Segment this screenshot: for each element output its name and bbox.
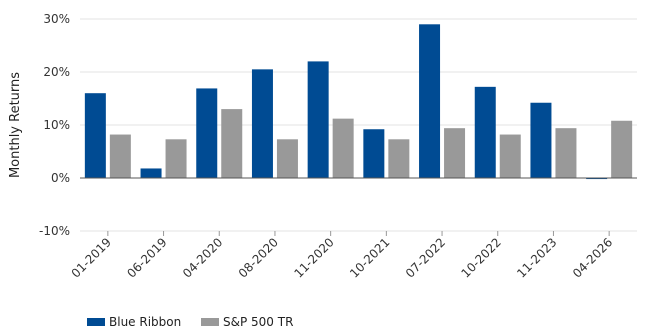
bar-blue-ribbon-04-2020 (196, 88, 218, 178)
y-axis-title: Monthly Returns (8, 72, 23, 178)
x-tick-label: 07-2022 (403, 235, 448, 280)
bar-blue-ribbon-01-2019 (84, 93, 106, 178)
grid-lines (80, 18, 637, 232)
legend-label-blue-ribbon: Blue Ribbon (109, 315, 181, 329)
bar-blue-ribbon-07-2022 (419, 24, 441, 178)
bar-blue-ribbon-10-2022 (474, 86, 496, 178)
bar-sp500-11-2020 (332, 118, 354, 178)
x-tick-label: 04-2026 (570, 235, 615, 280)
x-tick-label: 01-2019 (69, 235, 114, 280)
y-tick-label: 0% (51, 171, 70, 185)
bar-sp500-11-2023 (555, 128, 577, 178)
x-tick-label: 10-2022 (459, 235, 504, 280)
bar-blue-ribbon-11-2023 (530, 102, 552, 178)
bar-sp500-10-2022 (499, 134, 521, 178)
bar-blue-ribbon-06-2019 (140, 168, 162, 178)
bar-blue-ribbon-10-2021 (363, 129, 385, 178)
y-tick-label: -10% (39, 224, 70, 238)
bar-sp500-10-2021 (388, 139, 410, 178)
bar-sp500-07-2022 (444, 128, 466, 178)
bar-sp500-06-2019 (165, 139, 187, 178)
bar-sp500-04-2020 (221, 109, 243, 178)
y-tick-label: 10% (43, 118, 70, 132)
y-tick-label: 30% (43, 12, 70, 26)
x-tick-label: 08-2020 (236, 235, 281, 280)
y-tick-label: 20% (43, 65, 70, 79)
legend-label-sp500: S&P 500 TR (223, 315, 293, 329)
legend-swatch-blue-ribbon (87, 318, 105, 326)
legend: Blue Ribbon S&P 500 TR (87, 315, 293, 329)
bars (84, 24, 633, 180)
y-axis-ticks: -10% 0% 10% 20% 30% (39, 12, 70, 238)
x-tick-label: 04-2020 (180, 235, 225, 280)
bar-sp500-04-2026 (611, 120, 633, 178)
x-tick-label: 10-2021 (347, 235, 392, 280)
bar-sp500-01-2019 (109, 134, 131, 178)
x-tick-label: 11-2020 (291, 235, 336, 280)
bar-blue-ribbon-08-2020 (251, 69, 273, 178)
x-tick-label: 06-2019 (124, 235, 169, 280)
bar-blue-ribbon-11-2020 (307, 61, 329, 178)
bar-blue-ribbon-04-2026 (586, 178, 608, 180)
x-tick-label: 11-2023 (514, 235, 559, 280)
legend-swatch-sp500 (201, 318, 219, 326)
bar-sp500-08-2020 (276, 139, 298, 178)
x-axis-ticks: 01-2019 06-2019 04-2020 08-2020 11-2020 10-20… (69, 231, 615, 281)
